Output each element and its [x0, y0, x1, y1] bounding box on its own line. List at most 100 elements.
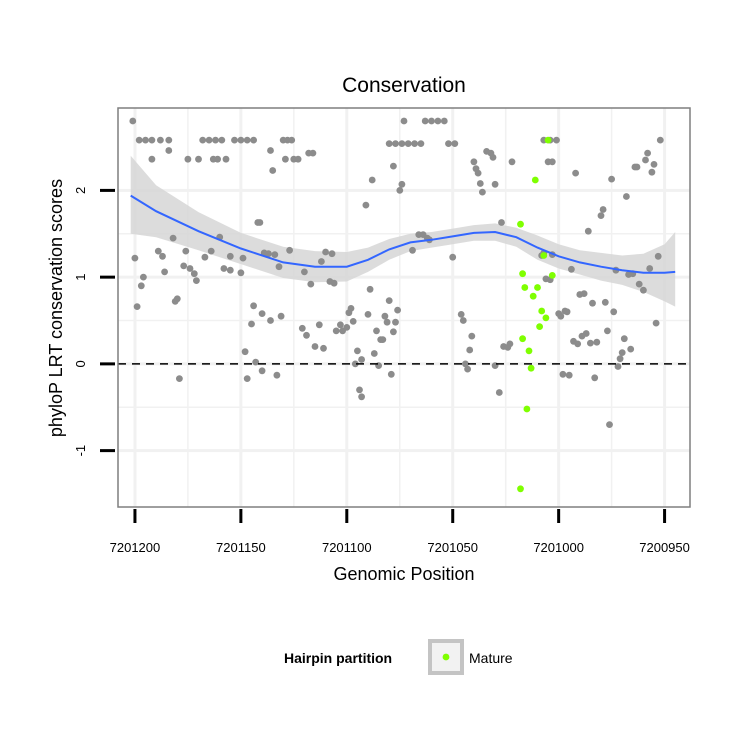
data-point-other [165, 136, 173, 144]
smooth-line-layer [130, 194, 676, 274]
y-tick-label: 1 [73, 274, 88, 281]
data-point-other [387, 370, 395, 378]
data-point-other [237, 136, 245, 144]
data-point-other [176, 375, 183, 382]
data-point-other [565, 371, 573, 379]
data-point-other [392, 318, 399, 326]
data-point-other [315, 321, 323, 329]
data-point-other [173, 295, 181, 303]
data-point-mature [534, 284, 541, 291]
data-point-other [320, 344, 327, 352]
data-point-other [148, 136, 156, 144]
plot-border [117, 107, 691, 508]
data-point-other [159, 252, 166, 260]
data-point-other [354, 347, 361, 355]
data-point-other [650, 161, 658, 168]
data-point-other [250, 302, 257, 310]
data-point-other [417, 140, 425, 148]
data-point-other [466, 346, 474, 354]
data-point-other [606, 421, 613, 428]
data-point-other [390, 328, 397, 336]
data-point-other [587, 339, 594, 347]
data-point-other [421, 117, 429, 125]
data-point-other [205, 136, 213, 144]
data-point-other [383, 318, 391, 326]
legend-label-mature: Mature [469, 650, 513, 666]
data-point-other [241, 348, 249, 356]
data-point-other [449, 253, 457, 261]
data-point-other [303, 331, 310, 339]
data-point-other [385, 140, 393, 148]
data-point-mature [517, 220, 524, 228]
data-point-other [601, 298, 609, 306]
data-point-other [349, 318, 357, 325]
data-point-mature [523, 405, 531, 413]
data-point-other [220, 265, 228, 272]
data-point-other [568, 265, 575, 273]
data-point-other [610, 308, 618, 316]
data-point-other [142, 136, 149, 144]
data-point-other [186, 265, 194, 272]
data-point-mature [527, 364, 535, 372]
data-point-other [370, 350, 378, 357]
data-point-other [457, 311, 465, 318]
data-point-other [644, 149, 651, 157]
data-point-other [366, 285, 374, 293]
data-point-mature [529, 292, 537, 300]
y-tick-label: 2 [73, 187, 88, 194]
data-point-other [508, 158, 516, 166]
data-point-other [495, 389, 503, 396]
data-point-other [154, 247, 162, 255]
data-point-other [479, 188, 486, 196]
data-point-other [654, 252, 662, 260]
data-point-other [400, 117, 408, 125]
data-point-other [182, 247, 190, 255]
data-point-other [190, 270, 198, 278]
data-point-other [409, 246, 416, 254]
data-point-other [237, 269, 245, 277]
x-axis-title: Genomic Position [333, 564, 474, 584]
data-point-mature [521, 284, 529, 291]
data-point-other [243, 136, 251, 144]
data-point-other [248, 320, 255, 328]
data-point-other [394, 306, 401, 314]
x-tick-label: 7201050 [427, 540, 478, 555]
data-point-other [398, 180, 406, 188]
data-point-other [589, 299, 596, 307]
data-point-other [343, 324, 351, 331]
data-point-other [373, 327, 380, 335]
data-point-other [309, 149, 317, 157]
data-point-other [445, 140, 452, 148]
data-point-other [140, 273, 147, 281]
data-point-other [267, 147, 274, 154]
data-point-mature [540, 252, 548, 259]
data-point-other [646, 265, 654, 272]
data-point-other [580, 290, 588, 297]
data-point-other [474, 169, 482, 177]
data-point-other [282, 155, 289, 163]
data-point-other [195, 155, 202, 163]
data-point-other [277, 312, 285, 320]
data-point-mature [538, 307, 546, 315]
data-point-other [332, 327, 340, 335]
data-point-other [548, 158, 556, 166]
data-point-mature [525, 347, 533, 355]
data-point-other [381, 312, 389, 320]
data-point-other [553, 136, 560, 144]
data-point-other [201, 253, 209, 261]
data-point-other [648, 168, 656, 176]
legend: Hairpin partition Mature [284, 639, 513, 675]
data-point-other [258, 367, 266, 375]
data-point-other [161, 268, 169, 276]
data-point-other [385, 297, 393, 304]
data-point-other [498, 219, 505, 226]
data-point-other [392, 140, 399, 148]
data-point-other [459, 317, 467, 324]
data-point-other [222, 155, 230, 163]
data-point-other [288, 136, 296, 144]
data-point-other [563, 308, 571, 316]
data-point-other [642, 156, 649, 164]
data-point-other [591, 374, 599, 382]
data-point-other [584, 227, 592, 235]
